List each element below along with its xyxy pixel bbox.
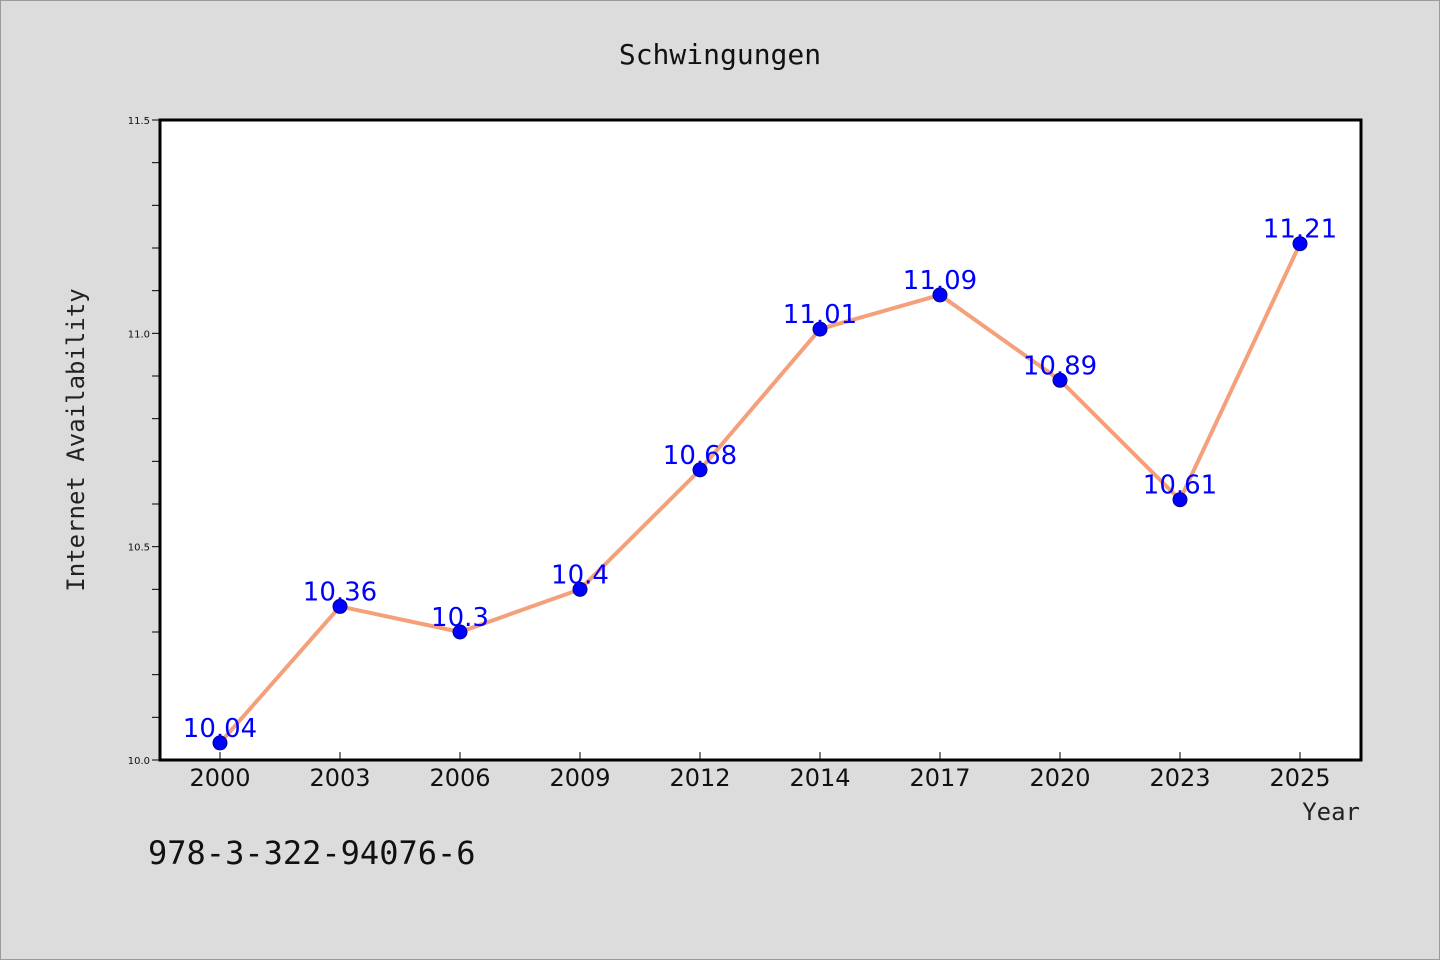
x-tick-label: 2006 <box>429 764 490 792</box>
x-tick-label: 2014 <box>789 764 850 792</box>
data-label: 11.09 <box>903 266 977 296</box>
data-point <box>1172 492 1188 508</box>
y-tick-label: 11.5 <box>128 116 150 127</box>
data-label: 11.01 <box>783 300 857 330</box>
data-point <box>572 581 588 597</box>
plot-area <box>158 118 1363 762</box>
y-tick-label: 11.0 <box>128 329 150 340</box>
data-label: 10.4 <box>551 560 609 590</box>
data-label: 10.04 <box>183 714 257 744</box>
x-tick-label: 2017 <box>909 764 970 792</box>
x-tick-label: 2023 <box>1149 764 1210 792</box>
y-tick-label: 10.5 <box>128 543 150 554</box>
x-tick-label: 2025 <box>1269 764 1330 792</box>
data-point <box>212 735 228 751</box>
data-label: 10.36 <box>303 577 377 607</box>
footnote-isbn: 978-3-322-94076-6 <box>148 834 476 872</box>
data-label: 10.89 <box>1023 351 1097 381</box>
y-axis-label: Internet Availability <box>62 288 90 591</box>
x-tick-label: 2012 <box>669 764 730 792</box>
x-axis-label: Year <box>1302 798 1360 826</box>
data-point <box>452 624 468 640</box>
x-tick-label: 2003 <box>309 764 370 792</box>
y-tick-label: 10.0 <box>128 756 150 767</box>
data-point <box>1292 236 1308 252</box>
data-point <box>1052 372 1068 388</box>
data-point <box>332 598 348 614</box>
data-label: 10.68 <box>663 441 737 471</box>
chart-title: Schwingungen <box>619 38 821 71</box>
series-line <box>218 242 1302 745</box>
data-label: 10.61 <box>1143 471 1217 501</box>
data-label: 10.3 <box>431 603 489 633</box>
data-point <box>932 287 948 303</box>
data-label: 11.21 <box>1263 215 1337 245</box>
x-tick-label: 2009 <box>549 764 610 792</box>
x-tick-label: 2000 <box>189 764 250 792</box>
x-tick-label: 2020 <box>1029 764 1090 792</box>
data-point <box>812 321 828 337</box>
data-point <box>692 462 708 478</box>
